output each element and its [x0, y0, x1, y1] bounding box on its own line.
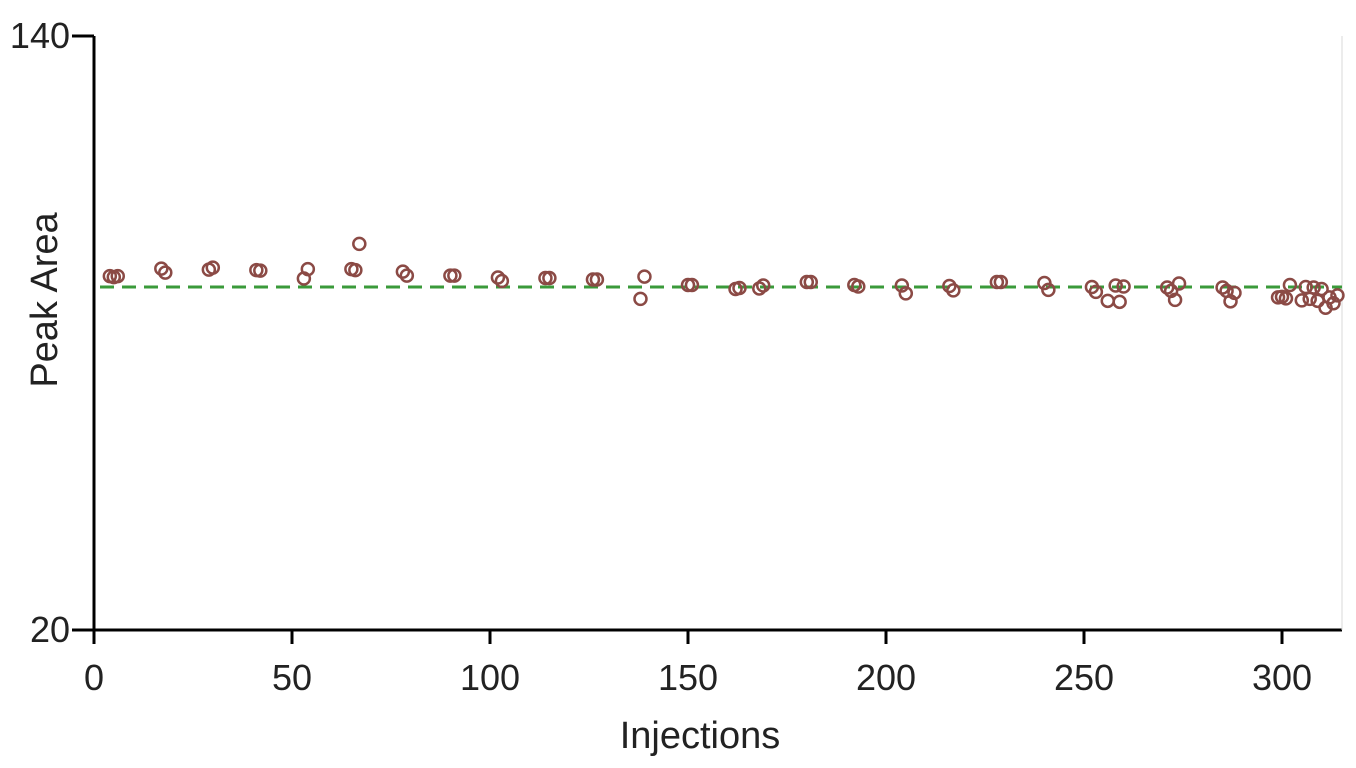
data-point	[1282, 277, 1298, 293]
y-tick-label: 140	[10, 15, 70, 56]
axes	[72, 34, 1343, 644]
data-point	[1171, 276, 1187, 291]
data-point	[1167, 292, 1183, 308]
data-point	[110, 268, 126, 284]
data-point	[154, 261, 169, 276]
x-tick-label: 100	[460, 657, 520, 698]
data-point	[399, 268, 415, 283]
data-point	[542, 270, 557, 286]
x-tick-label: 200	[856, 657, 916, 698]
data-point	[633, 291, 648, 307]
data-point	[395, 264, 411, 279]
data-point	[1116, 279, 1131, 294]
x-tick-label: 50	[272, 657, 312, 698]
data-point	[894, 278, 910, 293]
data-point	[851, 279, 866, 294]
data-point	[352, 236, 367, 252]
y-axis-label: Peak Area	[24, 211, 66, 387]
data-point	[1306, 280, 1321, 295]
data-point	[447, 268, 462, 283]
data-point	[490, 270, 506, 285]
data-point	[946, 283, 961, 298]
data-point	[253, 263, 268, 278]
data-point	[1088, 284, 1104, 300]
y-tick-label: 20	[30, 609, 70, 650]
data-point	[1310, 293, 1325, 309]
data-point	[1100, 293, 1116, 309]
data-point	[755, 278, 771, 293]
data-point	[803, 274, 819, 290]
x-tick-label: 250	[1054, 657, 1114, 698]
data-point	[158, 265, 173, 280]
tick-labels: 20 140 0 50 100 150 200 250 300	[10, 15, 1312, 698]
data-point	[732, 280, 747, 296]
data-point	[1215, 280, 1230, 295]
data-point	[1278, 291, 1294, 306]
x-axis-label: Injections	[620, 715, 781, 757]
data-point	[205, 260, 221, 275]
data-point	[494, 273, 510, 289]
x-tick-label: 300	[1252, 657, 1312, 698]
data-point	[1294, 293, 1310, 308]
data-point	[589, 272, 605, 287]
data-point	[1330, 288, 1345, 303]
data-point	[993, 274, 1009, 290]
data-point	[348, 262, 363, 278]
data-point	[1314, 281, 1329, 297]
data-point	[1326, 296, 1341, 311]
data-point	[1112, 294, 1127, 310]
data-point	[300, 261, 316, 277]
data-point	[684, 277, 700, 293]
data-point	[1041, 282, 1056, 298]
data-points	[102, 236, 1345, 316]
x-tick-label: 150	[658, 657, 718, 698]
data-point	[637, 269, 652, 284]
data-point	[1223, 294, 1238, 309]
data-point	[1227, 285, 1242, 301]
data-point	[898, 286, 914, 301]
data-point	[1108, 278, 1123, 293]
x-tick-label: 0	[84, 657, 104, 698]
